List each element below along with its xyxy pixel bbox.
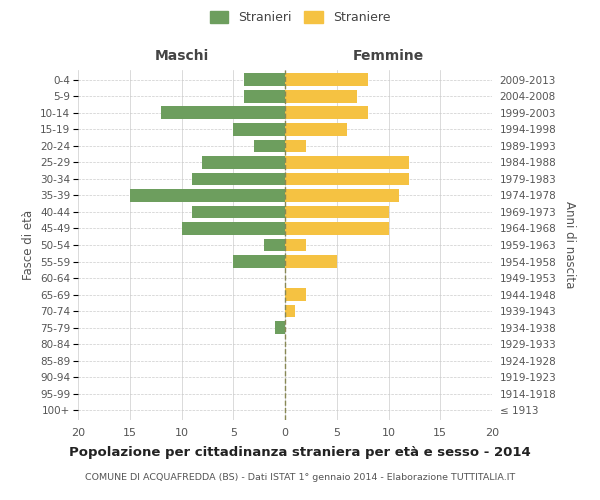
Bar — [192, 172, 285, 186]
Bar — [265, 238, 285, 252]
Bar — [233, 255, 285, 268]
Bar — [285, 106, 368, 120]
Bar — [285, 238, 306, 252]
Y-axis label: Fasce di età: Fasce di età — [22, 210, 35, 280]
Bar — [244, 90, 285, 103]
Bar — [285, 123, 347, 136]
Bar — [202, 156, 285, 169]
Bar — [285, 304, 295, 318]
Bar — [285, 206, 389, 218]
Bar — [130, 189, 285, 202]
Bar — [192, 206, 285, 218]
Bar — [285, 156, 409, 169]
Bar — [254, 140, 285, 152]
Text: Popolazione per cittadinanza straniera per età e sesso - 2014: Popolazione per cittadinanza straniera p… — [69, 446, 531, 459]
Bar — [182, 222, 285, 235]
Text: Femmine: Femmine — [353, 49, 424, 63]
Bar — [285, 74, 368, 86]
Bar — [285, 288, 306, 301]
Legend: Stranieri, Straniere: Stranieri, Straniere — [209, 11, 391, 24]
Bar — [285, 255, 337, 268]
Bar — [285, 189, 399, 202]
Bar — [161, 106, 285, 120]
Y-axis label: Anni di nascita: Anni di nascita — [563, 202, 576, 288]
Bar — [285, 140, 306, 152]
Bar — [285, 90, 358, 103]
Bar — [285, 172, 409, 186]
Bar — [244, 74, 285, 86]
Bar — [285, 222, 389, 235]
Bar — [233, 123, 285, 136]
Text: COMUNE DI ACQUAFREDDA (BS) - Dati ISTAT 1° gennaio 2014 - Elaborazione TUTTITALI: COMUNE DI ACQUAFREDDA (BS) - Dati ISTAT … — [85, 473, 515, 482]
Bar — [275, 321, 285, 334]
Text: Maschi: Maschi — [154, 49, 209, 63]
